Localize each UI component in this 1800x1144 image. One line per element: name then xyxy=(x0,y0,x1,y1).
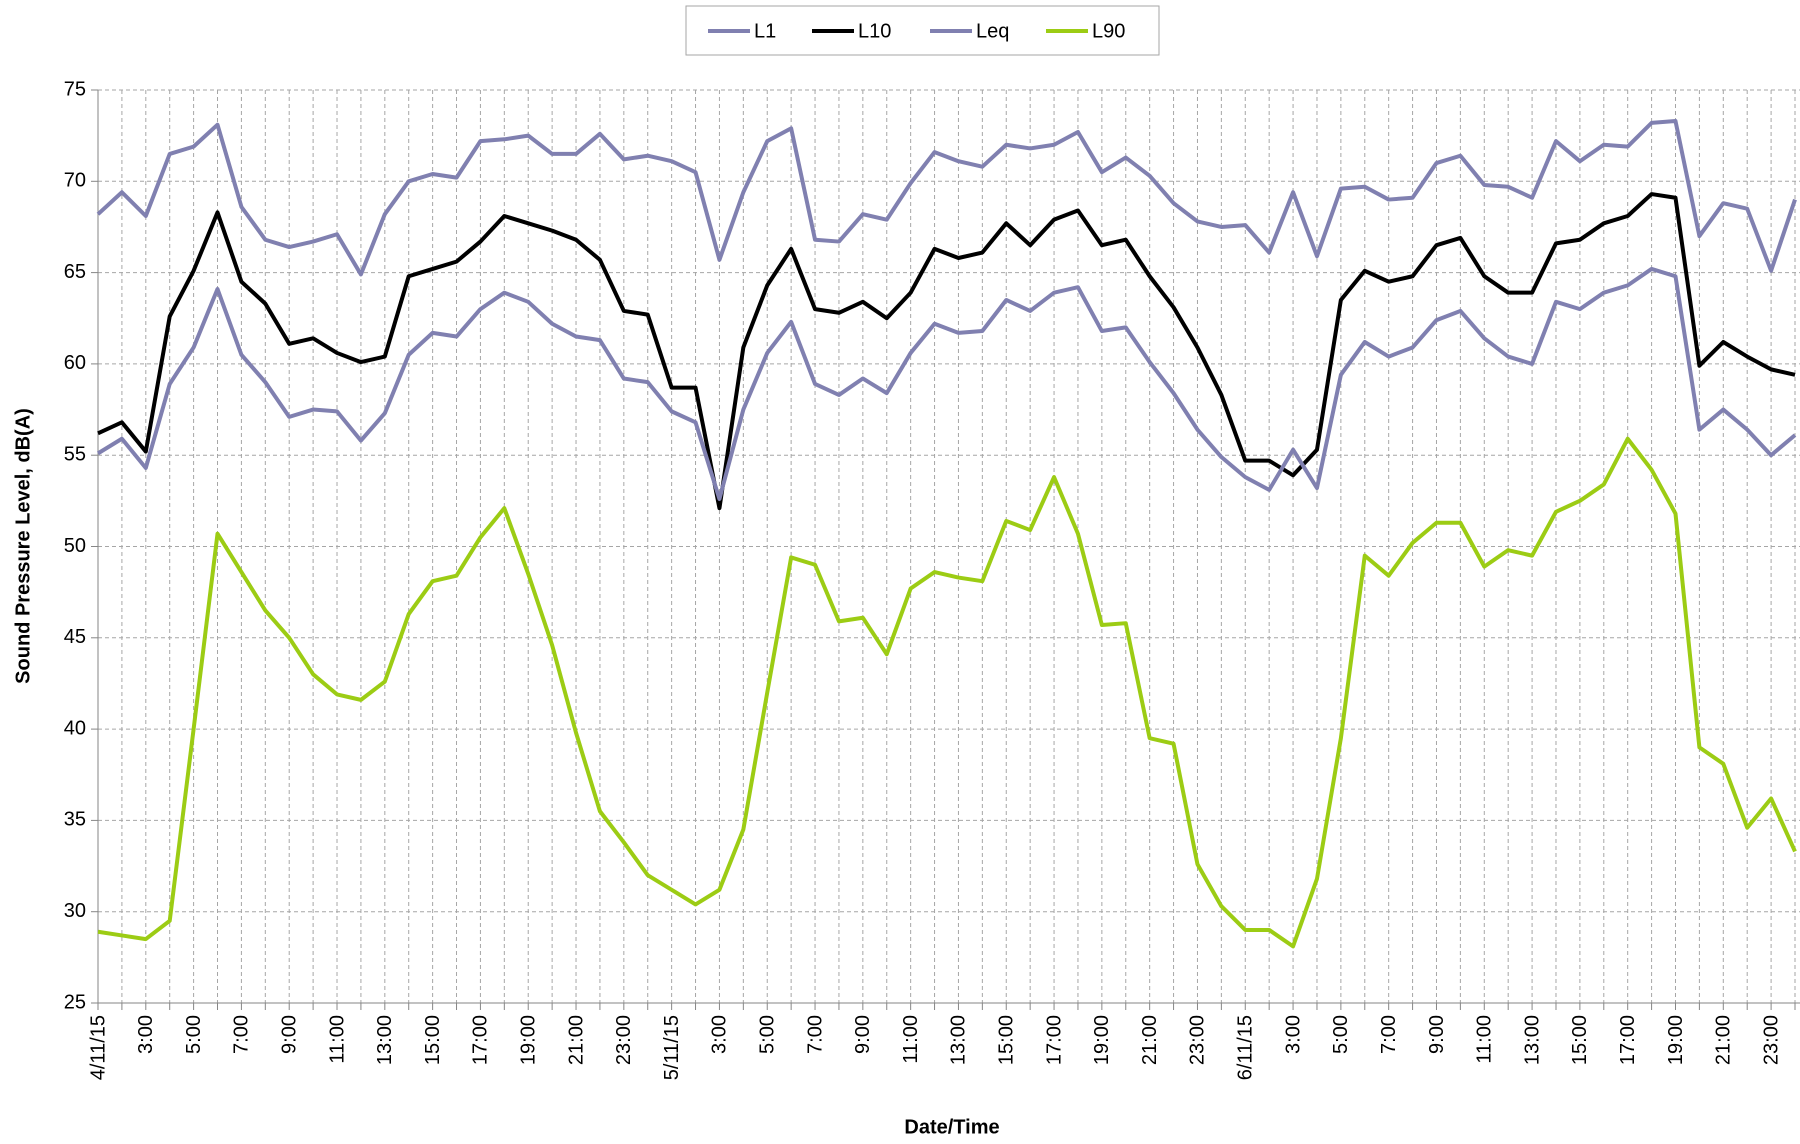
x-tick-label: 11:00 xyxy=(326,1015,348,1064)
x-tick-label: 3:00 xyxy=(135,1015,157,1054)
x-tick-label: 19:00 xyxy=(518,1015,540,1065)
x-tick-label: 21:00 xyxy=(1139,1015,1161,1065)
x-tick-label: 15:00 xyxy=(1569,1015,1591,1065)
x-tick-label: 7:00 xyxy=(804,1015,826,1054)
x-tick-label: 13:00 xyxy=(1521,1015,1543,1065)
x-tick-label: 13:00 xyxy=(948,1015,970,1065)
y-tick-label: 65 xyxy=(64,261,86,283)
x-tick-label: 5:00 xyxy=(1330,1015,1352,1054)
series-line xyxy=(97,192,1796,511)
x-tick-label: 9:00 xyxy=(1426,1015,1448,1054)
x-tick-label: 13:00 xyxy=(374,1015,396,1065)
series-line xyxy=(96,266,1797,502)
x-tick-label: 4/11/15 xyxy=(87,1015,109,1080)
x-axis-title: Date/Time xyxy=(904,1116,999,1138)
legend-label: Leq xyxy=(976,20,1009,42)
x-tick-label: 9:00 xyxy=(278,1015,300,1054)
legend-label: L1 xyxy=(754,20,776,42)
legend-label: L10 xyxy=(858,20,891,42)
y-tick-label: 60 xyxy=(64,352,86,374)
x-tick-label: 21:00 xyxy=(1713,1015,1735,1065)
y-tick-label: 25 xyxy=(64,991,86,1013)
x-tick-label: 19:00 xyxy=(1665,1015,1687,1065)
y-tick-label: 35 xyxy=(64,809,86,831)
x-tick-label: 23:00 xyxy=(613,1015,635,1065)
legend-label: L90 xyxy=(1092,20,1125,42)
x-tick-label: 5:00 xyxy=(183,1015,205,1054)
x-tick-label: 5/11/15 xyxy=(661,1015,683,1080)
y-tick-label: 40 xyxy=(64,717,86,739)
y-tick-label: 45 xyxy=(64,626,86,648)
x-tick-label: 23:00 xyxy=(1760,1015,1782,1065)
y-tick-label: 75 xyxy=(64,78,86,100)
x-tick-label: 11:00 xyxy=(1474,1015,1496,1064)
series-line xyxy=(97,436,1797,949)
series-line xyxy=(96,119,1797,277)
x-tick-label: 7:00 xyxy=(231,1015,253,1054)
x-tick-label: 17:00 xyxy=(1043,1015,1065,1065)
x-tick-label: 17:00 xyxy=(470,1015,492,1065)
x-tick-label: 3:00 xyxy=(1282,1015,1304,1054)
x-tick-label: 9:00 xyxy=(852,1015,874,1054)
y-tick-label: 50 xyxy=(64,535,86,557)
x-tick-label: 5:00 xyxy=(757,1015,779,1054)
x-tick-label: 11:00 xyxy=(900,1015,922,1064)
x-tick-label: 7:00 xyxy=(1378,1015,1400,1054)
x-tick-label: 21:00 xyxy=(565,1015,587,1065)
y-tick-label: 55 xyxy=(64,443,86,465)
x-tick-label: 3:00 xyxy=(709,1015,731,1054)
y-tick-label: 30 xyxy=(64,900,86,922)
x-tick-label: 15:00 xyxy=(422,1015,444,1065)
y-tick-label: 70 xyxy=(64,170,86,192)
x-tick-label: 17:00 xyxy=(1617,1015,1639,1065)
x-tick-label: 19:00 xyxy=(1091,1015,1113,1065)
x-tick-label: 23:00 xyxy=(1187,1015,1209,1065)
x-tick-label: 15:00 xyxy=(996,1015,1018,1065)
y-axis-title: Sound Pressure Level, dB(A) xyxy=(12,408,34,684)
x-tick-label: 6/11/15 xyxy=(1235,1015,1257,1080)
